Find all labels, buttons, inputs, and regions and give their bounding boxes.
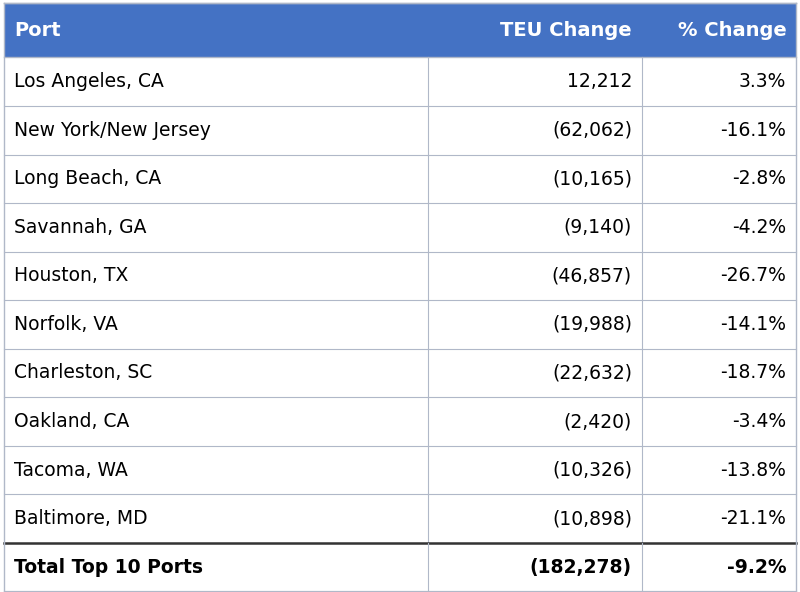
Bar — [4, 349, 796, 397]
Text: (10,165): (10,165) — [552, 169, 632, 188]
Text: (62,062): (62,062) — [552, 121, 632, 140]
Text: New York/New Jersey: New York/New Jersey — [14, 121, 211, 140]
Text: -18.7%: -18.7% — [721, 363, 786, 382]
Text: (2,420): (2,420) — [564, 412, 632, 431]
Text: -4.2%: -4.2% — [732, 218, 786, 237]
Text: -2.8%: -2.8% — [733, 169, 786, 188]
Text: Port: Port — [14, 21, 61, 40]
Text: Baltimore, MD: Baltimore, MD — [14, 509, 148, 528]
Text: -3.4%: -3.4% — [732, 412, 786, 431]
Bar — [4, 203, 796, 252]
Bar — [4, 3, 796, 57]
Text: -26.7%: -26.7% — [721, 266, 786, 285]
Bar — [4, 494, 796, 543]
Bar — [4, 446, 796, 494]
Text: Tacoma, WA: Tacoma, WA — [14, 461, 128, 480]
Bar — [4, 300, 796, 349]
Bar — [4, 397, 796, 446]
Text: (9,140): (9,140) — [564, 218, 632, 237]
Bar — [4, 155, 796, 203]
Text: -13.8%: -13.8% — [721, 461, 786, 480]
Text: Los Angeles, CA: Los Angeles, CA — [14, 72, 164, 91]
Text: 12,212: 12,212 — [566, 72, 632, 91]
Text: (19,988): (19,988) — [552, 315, 632, 334]
Text: (10,326): (10,326) — [552, 461, 632, 480]
Text: % Change: % Change — [678, 21, 786, 40]
Text: (10,898): (10,898) — [552, 509, 632, 528]
Bar — [4, 57, 796, 106]
Bar — [4, 106, 796, 155]
Text: Norfolk, VA: Norfolk, VA — [14, 315, 118, 334]
Text: -21.1%: -21.1% — [721, 509, 786, 528]
Text: (46,857): (46,857) — [552, 266, 632, 285]
Text: -9.2%: -9.2% — [726, 558, 786, 577]
Text: Total Top 10 Ports: Total Top 10 Ports — [14, 558, 203, 577]
Text: Oakland, CA: Oakland, CA — [14, 412, 130, 431]
Bar — [4, 543, 796, 591]
Text: TEU Change: TEU Change — [500, 21, 632, 40]
Text: Long Beach, CA: Long Beach, CA — [14, 169, 162, 188]
Text: (182,278): (182,278) — [530, 558, 632, 577]
Text: -16.1%: -16.1% — [721, 121, 786, 140]
Text: (22,632): (22,632) — [552, 363, 632, 382]
Text: -14.1%: -14.1% — [721, 315, 786, 334]
Bar — [4, 252, 796, 300]
Text: Charleston, SC: Charleston, SC — [14, 363, 153, 382]
Text: Houston, TX: Houston, TX — [14, 266, 129, 285]
Text: Savannah, GA: Savannah, GA — [14, 218, 147, 237]
Text: 3.3%: 3.3% — [739, 72, 786, 91]
